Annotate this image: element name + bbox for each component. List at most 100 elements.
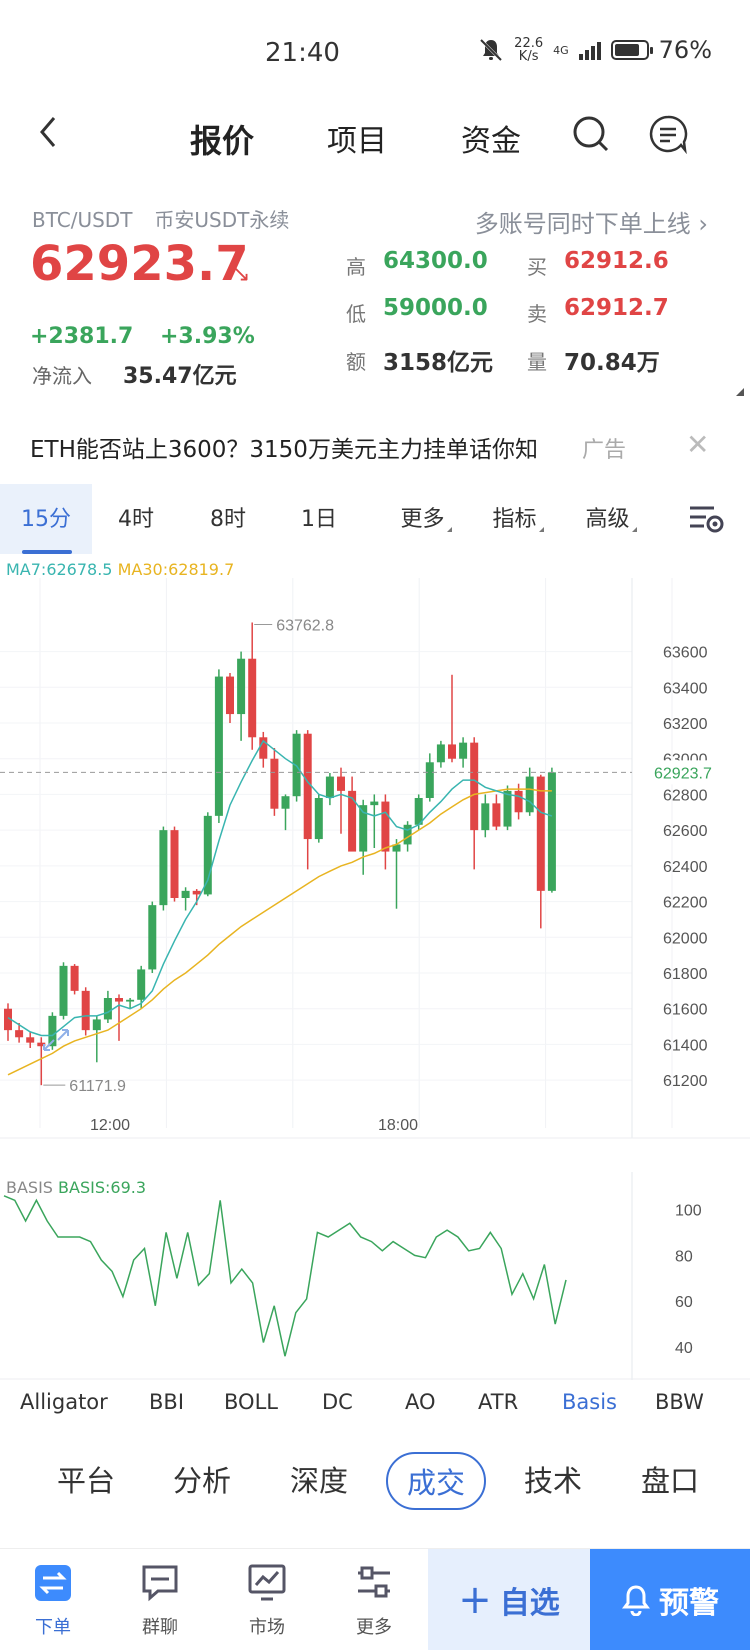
amount-label: 额 bbox=[346, 350, 366, 374]
tab-funds[interactable]: 资金 bbox=[461, 124, 521, 159]
tab-analysis[interactable]: 分析 bbox=[172, 1464, 231, 1498]
candle-body bbox=[492, 803, 501, 827]
candle-body bbox=[470, 742, 479, 831]
tab-15m[interactable]: 15分 bbox=[0, 484, 92, 554]
basis-y-tick-label: 60 bbox=[675, 1294, 693, 1311]
ind-ao[interactable]: AO bbox=[405, 1390, 436, 1414]
add-favorite-button[interactable]: + 自选 bbox=[428, 1549, 590, 1650]
close-icon[interactable]: ✕ bbox=[686, 428, 710, 461]
candle-body bbox=[26, 1037, 35, 1043]
candle-body bbox=[448, 744, 456, 759]
expand-corner-icon[interactable] bbox=[736, 388, 744, 396]
inflow-label: 净流入 bbox=[32, 364, 92, 388]
low-label: 低 bbox=[346, 302, 366, 326]
volume-value: 70.84万 bbox=[564, 350, 660, 376]
candle-body bbox=[348, 790, 357, 852]
ind-alligator[interactable]: Alligator bbox=[20, 1390, 108, 1414]
nav-order[interactable]: 下单 bbox=[3, 1549, 103, 1650]
mute-bell-icon bbox=[480, 38, 503, 62]
y-tick-label: 62800 bbox=[663, 787, 708, 804]
candle-body bbox=[203, 815, 212, 895]
market-name: 币安USDT永续 bbox=[154, 208, 290, 232]
y-tick-label: 62400 bbox=[663, 859, 708, 876]
price-change: +2381.7 bbox=[30, 324, 134, 349]
ind-bbw[interactable]: BBW bbox=[655, 1390, 704, 1414]
back-icon[interactable] bbox=[34, 112, 64, 152]
y-tick-label: 61400 bbox=[663, 1037, 708, 1054]
price-alert-button[interactable]: 预警 bbox=[590, 1549, 750, 1650]
candle-body bbox=[314, 798, 323, 840]
basis-chart[interactable]: 100 80 60 40 bbox=[0, 1172, 750, 1380]
ind-basis[interactable]: Basis bbox=[562, 1390, 617, 1414]
candle-body bbox=[503, 790, 512, 827]
candle-body bbox=[15, 1030, 24, 1038]
candle-body bbox=[281, 796, 290, 809]
last-price: 62923.7 bbox=[30, 236, 249, 292]
candle-body bbox=[481, 803, 490, 831]
y-tick-label: 63400 bbox=[663, 680, 708, 697]
search-icon[interactable] bbox=[571, 114, 611, 154]
tab-advanced[interactable]: 高级 bbox=[565, 484, 657, 554]
candle-body bbox=[103, 998, 112, 1020]
tab-1d[interactable]: 1日 bbox=[301, 507, 337, 532]
y-tick-label: 62600 bbox=[663, 823, 708, 840]
candlestick-chart[interactable]: 6360063400632006300062800626006240062200… bbox=[0, 578, 750, 1158]
candle-body bbox=[270, 758, 279, 809]
tab-trades[interactable]: 成交 bbox=[386, 1452, 486, 1510]
tab-8h[interactable]: 8时 bbox=[210, 507, 246, 532]
max-price-label: 63762.8 bbox=[276, 618, 334, 635]
tab-platform[interactable]: 平台 bbox=[56, 1464, 115, 1498]
candle-body bbox=[414, 798, 423, 825]
tab-quote[interactable]: 报价 bbox=[190, 122, 255, 160]
ma7-line bbox=[7, 739, 553, 1037]
dropdown-triangle-icon bbox=[446, 527, 452, 532]
basis-y-tick-label: 40 bbox=[675, 1340, 693, 1357]
candle-body bbox=[237, 658, 246, 715]
ask-label: 卖 bbox=[527, 302, 547, 326]
ma-legend: MA7:62678.5 MA30:62819.7 bbox=[6, 560, 234, 579]
y-tick-label: 61200 bbox=[663, 1073, 708, 1090]
ask-value: 62912.7 bbox=[564, 295, 669, 321]
nav-market[interactable]: 市场 bbox=[217, 1549, 317, 1650]
low-value: 59000.0 bbox=[383, 295, 488, 321]
ind-atr[interactable]: ATR bbox=[478, 1390, 519, 1414]
candle-body bbox=[370, 801, 379, 806]
ind-dc[interactable]: DC bbox=[322, 1390, 353, 1414]
basis-label: BASIS bbox=[6, 1178, 53, 1197]
dropdown-triangle-icon bbox=[631, 527, 637, 532]
ind-bbi[interactable]: BBI bbox=[149, 1390, 185, 1414]
x-tick-label: 12:00 bbox=[90, 1117, 130, 1134]
bid-value: 62912.6 bbox=[564, 248, 669, 274]
ad-text[interactable]: ETH能否站上3600？3150万美元主力挂单话你知 bbox=[30, 437, 538, 463]
current-price-bg bbox=[640, 760, 746, 785]
tab-4h[interactable]: 4时 bbox=[118, 507, 154, 532]
basis-y-tick-label: 100 bbox=[675, 1203, 702, 1220]
candle-body bbox=[547, 772, 556, 891]
candle-body bbox=[126, 999, 135, 1002]
nav-chat[interactable]: 群聊 bbox=[110, 1549, 210, 1650]
basis-value: BASIS:69.3 bbox=[58, 1178, 147, 1197]
candle-body bbox=[192, 890, 201, 895]
tab-orderbook[interactable]: 盘口 bbox=[640, 1464, 699, 1498]
ind-boll[interactable]: BOLL bbox=[224, 1390, 278, 1414]
nav-more[interactable]: 更多 bbox=[324, 1549, 424, 1650]
y-tick-label: 63200 bbox=[663, 716, 708, 733]
chart-settings-icon[interactable] bbox=[688, 502, 724, 536]
status-bar: 21:40 22.6 K/s 4G 76% bbox=[0, 0, 750, 100]
tab-more[interactable]: 更多 bbox=[380, 484, 472, 554]
candle-body bbox=[248, 658, 257, 738]
promo-link[interactable]: 多账号同时下单上线 › bbox=[474, 210, 708, 238]
candle-body bbox=[337, 776, 345, 791]
tab-project[interactable]: 项目 bbox=[327, 124, 387, 159]
candle-body bbox=[425, 762, 434, 798]
expand-arrows-icon bbox=[43, 1029, 69, 1051]
candle-body bbox=[226, 676, 234, 715]
ad-tag: 广告 bbox=[582, 438, 627, 463]
message-menu-icon[interactable] bbox=[648, 114, 688, 154]
tab-depth[interactable]: 深度 bbox=[289, 1464, 348, 1498]
pair-symbol: BTC/USDT bbox=[32, 208, 133, 232]
tab-technical[interactable]: 技术 bbox=[523, 1464, 582, 1498]
candle-body bbox=[259, 737, 268, 759]
tab-indicators[interactable]: 指标 bbox=[472, 484, 564, 554]
bottom-nav: 下单 群聊 市场 更多 + 自选 预警 bbox=[0, 1548, 750, 1650]
